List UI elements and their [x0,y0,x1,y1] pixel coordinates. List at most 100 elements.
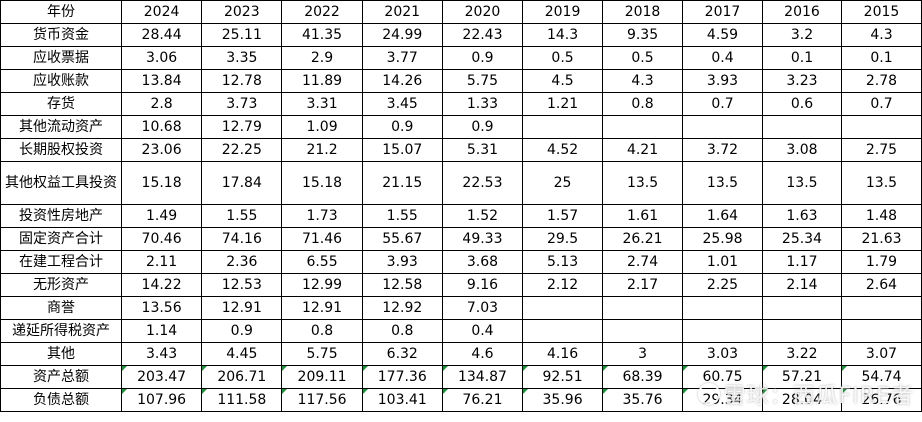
row-label-cell[interactable]: 在建工程合计 [0,250,122,274]
value-cell[interactable]: 22.25 [201,138,283,162]
value-cell[interactable]: 5.75 [441,69,524,93]
value-cell[interactable]: 3.73 [201,92,283,116]
value-cell[interactable]: 1.09 [281,115,363,139]
value-cell[interactable]: 23.06 [120,138,203,162]
value-cell[interactable]: 1.79 [840,250,922,274]
row-label-cell[interactable]: 投资性房地产 [0,204,122,228]
header-year-cell[interactable]: 2023 [201,0,283,24]
value-cell[interactable]: 4.3 [840,23,922,47]
value-cell[interactable]: 1.21 [522,92,604,116]
row-label-cell[interactable]: 货币资金 [0,23,122,47]
value-cell[interactable]: 1.57 [522,204,604,228]
value-cell[interactable]: 0.1 [761,46,842,70]
value-cell[interactable]: 3.22 [761,342,842,366]
value-cell[interactable]: 13.5 [840,161,922,205]
value-cell[interactable]: 4.16 [522,342,604,366]
header-year-cell[interactable]: 2015 [840,0,922,24]
row-label-cell[interactable]: 商誉 [0,296,122,320]
value-cell[interactable]: 3.93 [361,250,443,274]
value-cell[interactable]: 28.44 [120,23,203,47]
value-cell[interactable]: 3.72 [682,138,763,162]
value-cell[interactable]: 1.64 [682,204,763,228]
value-cell[interactable]: 206.71 [201,365,283,389]
value-cell[interactable]: 2.14 [761,273,842,297]
value-cell[interactable]: 1.14 [120,319,203,343]
value-cell[interactable]: 25 [522,161,604,205]
value-cell[interactable]: 57.21 [761,365,842,389]
value-cell[interactable]: 1.17 [761,250,842,274]
value-cell[interactable]: 13.5 [761,161,842,205]
value-cell[interactable]: 1.52 [441,204,524,228]
value-cell[interactable]: 2.9 [281,46,363,70]
value-cell[interactable]: 60.75 [682,365,763,389]
value-cell[interactable]: 12.92 [361,296,443,320]
row-label-cell[interactable]: 无形资产 [0,273,122,297]
value-cell[interactable] [522,296,604,320]
value-cell[interactable]: 1.63 [761,204,842,228]
value-cell[interactable]: 68.39 [602,365,684,389]
value-cell[interactable] [602,319,684,343]
value-cell[interactable]: 4.52 [522,138,604,162]
value-cell[interactable]: 25.98 [682,227,763,251]
value-cell[interactable]: 1.55 [361,204,443,228]
value-cell[interactable]: 107.96 [120,388,203,412]
value-cell[interactable]: 22.43 [441,23,524,47]
value-cell[interactable]: 15.18 [281,161,363,205]
value-cell[interactable]: 3.08 [761,138,842,162]
value-cell[interactable]: 3 [602,342,684,366]
row-label-cell[interactable]: 固定资产合计 [0,227,122,251]
value-cell[interactable]: 2.78 [840,69,922,93]
value-cell[interactable]: 2.12 [522,273,604,297]
value-cell[interactable]: 3.35 [201,46,283,70]
value-cell[interactable] [761,115,842,139]
value-cell[interactable]: 29.34 [682,388,763,412]
value-cell[interactable]: 15.07 [361,138,443,162]
value-cell[interactable]: 3.31 [281,92,363,116]
header-year-cell[interactable]: 2019 [522,0,604,24]
value-cell[interactable]: 4.59 [682,23,763,47]
value-cell[interactable]: 0.1 [840,46,922,70]
value-cell[interactable] [761,319,842,343]
value-cell[interactable]: 92.51 [522,365,604,389]
value-cell[interactable]: 41.35 [281,23,363,47]
value-cell[interactable]: 2.17 [602,273,684,297]
value-cell[interactable] [840,319,922,343]
value-cell[interactable] [602,296,684,320]
value-cell[interactable]: 3.43 [120,342,203,366]
value-cell[interactable]: 14.26 [361,69,443,93]
value-cell[interactable] [761,296,842,320]
value-cell[interactable]: 3.2 [761,23,842,47]
value-cell[interactable]: 55.67 [361,227,443,251]
value-cell[interactable]: 12.78 [201,69,283,93]
value-cell[interactable] [602,115,684,139]
row-label-cell[interactable]: 应收票据 [0,46,122,70]
value-cell[interactable]: 21.2 [281,138,363,162]
value-cell[interactable]: 26.76 [840,388,922,412]
value-cell[interactable]: 0.9 [361,115,443,139]
value-cell[interactable]: 4.45 [201,342,283,366]
value-cell[interactable]: 13.5 [682,161,763,205]
row-label-cell[interactable]: 长期股权投资 [0,138,122,162]
value-cell[interactable]: 3.68 [441,250,524,274]
value-cell[interactable]: 0.5 [522,46,604,70]
value-cell[interactable]: 14.3 [522,23,604,47]
value-cell[interactable]: 24.99 [361,23,443,47]
value-cell[interactable]: 15.18 [120,161,203,205]
value-cell[interactable]: 209.11 [281,365,363,389]
value-cell[interactable]: 0.9 [441,46,524,70]
value-cell[interactable]: 22.53 [441,161,524,205]
value-cell[interactable]: 6.32 [361,342,443,366]
value-cell[interactable]: 111.58 [201,388,283,412]
value-cell[interactable]: 12.91 [201,296,283,320]
value-cell[interactable]: 71.46 [281,227,363,251]
value-cell[interactable]: 5.31 [441,138,524,162]
row-label-cell[interactable]: 负债总额 [0,388,122,412]
value-cell[interactable]: 3.03 [682,342,763,366]
value-cell[interactable]: 0.9 [441,115,524,139]
value-cell[interactable]: 21.63 [840,227,922,251]
header-year-cell[interactable]: 2024 [120,0,203,24]
value-cell[interactable]: 203.47 [120,365,203,389]
value-cell[interactable]: 1.55 [201,204,283,228]
value-cell[interactable]: 54.74 [840,365,922,389]
value-cell[interactable]: 9.16 [441,273,524,297]
